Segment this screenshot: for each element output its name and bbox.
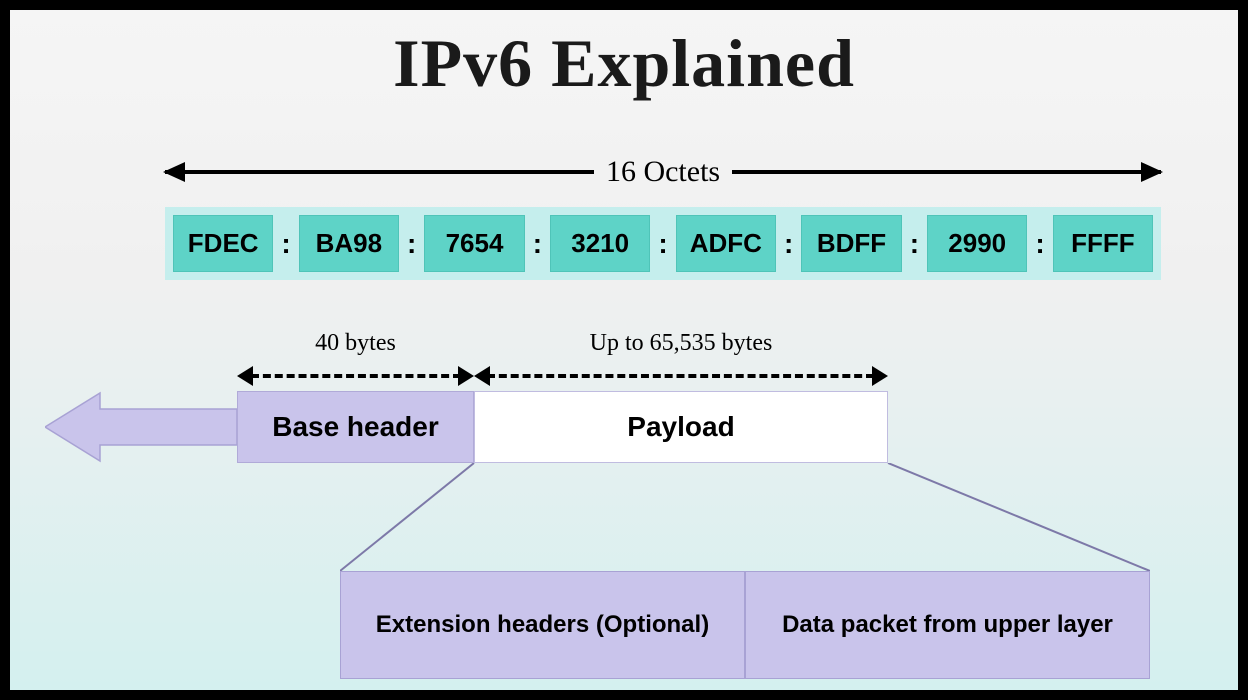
arrow-line-left (165, 170, 594, 174)
diagram-frame: IPv6 Explained 16 Octets FDEC:BA98:7654:… (10, 10, 1238, 690)
octets-count-label: 16 Octets (594, 155, 732, 189)
page-title: IPv6 Explained (10, 10, 1238, 103)
hex-block: 2990 (927, 215, 1027, 272)
base-header-block: Base header (237, 391, 474, 463)
arrowhead-right-icon (458, 366, 474, 386)
arrowhead-right-icon (1141, 162, 1163, 182)
hex-separator: : (908, 228, 921, 260)
arrowhead-left-icon (163, 162, 185, 182)
arrow-line-right (732, 170, 1161, 174)
hex-block: FFFF (1053, 215, 1153, 272)
hex-separator: : (1033, 228, 1046, 260)
dashed-line (487, 374, 874, 378)
data-packet-block: Data packet from upper layer (745, 571, 1150, 679)
header-size-label: 40 bytes (237, 330, 474, 357)
hex-block: BA98 (299, 215, 399, 272)
hex-block: BDFF (801, 215, 901, 272)
octets-section: 16 Octets FDEC:BA98:7654:3210:ADFC:BDFF:… (165, 155, 1161, 280)
extension-headers-block: Extension headers (Optional) (340, 571, 745, 679)
arrowhead-right-icon (872, 366, 888, 386)
flow-direction-arrow-icon (45, 391, 237, 463)
hex-separator: : (782, 228, 795, 260)
hex-separator: : (531, 228, 544, 260)
octets-span-arrow: 16 Octets (165, 155, 1161, 189)
dashed-line (251, 374, 461, 378)
hex-block: FDEC (173, 215, 273, 272)
packet-structure-row: Base header Payload (45, 391, 888, 463)
hex-separator: : (656, 228, 669, 260)
hex-block: 3210 (550, 215, 650, 272)
hex-block: 7654 (424, 215, 524, 272)
hex-block: ADFC (676, 215, 776, 272)
hex-separator: : (279, 228, 292, 260)
payload-breakdown-connector (340, 463, 1150, 578)
size-labels-row: 40 bytes Up to 65,535 bytes (237, 330, 888, 357)
ipv6-address-blocks: FDEC:BA98:7654:3210:ADFC:BDFF:2990:FFFF (165, 207, 1161, 280)
size-span-arrows (237, 366, 888, 386)
payload-breakdown-row: Extension headers (Optional) Data packet… (340, 571, 1150, 679)
hex-separator: : (405, 228, 418, 260)
payload-block: Payload (474, 391, 888, 463)
payload-size-label: Up to 65,535 bytes (474, 330, 888, 357)
